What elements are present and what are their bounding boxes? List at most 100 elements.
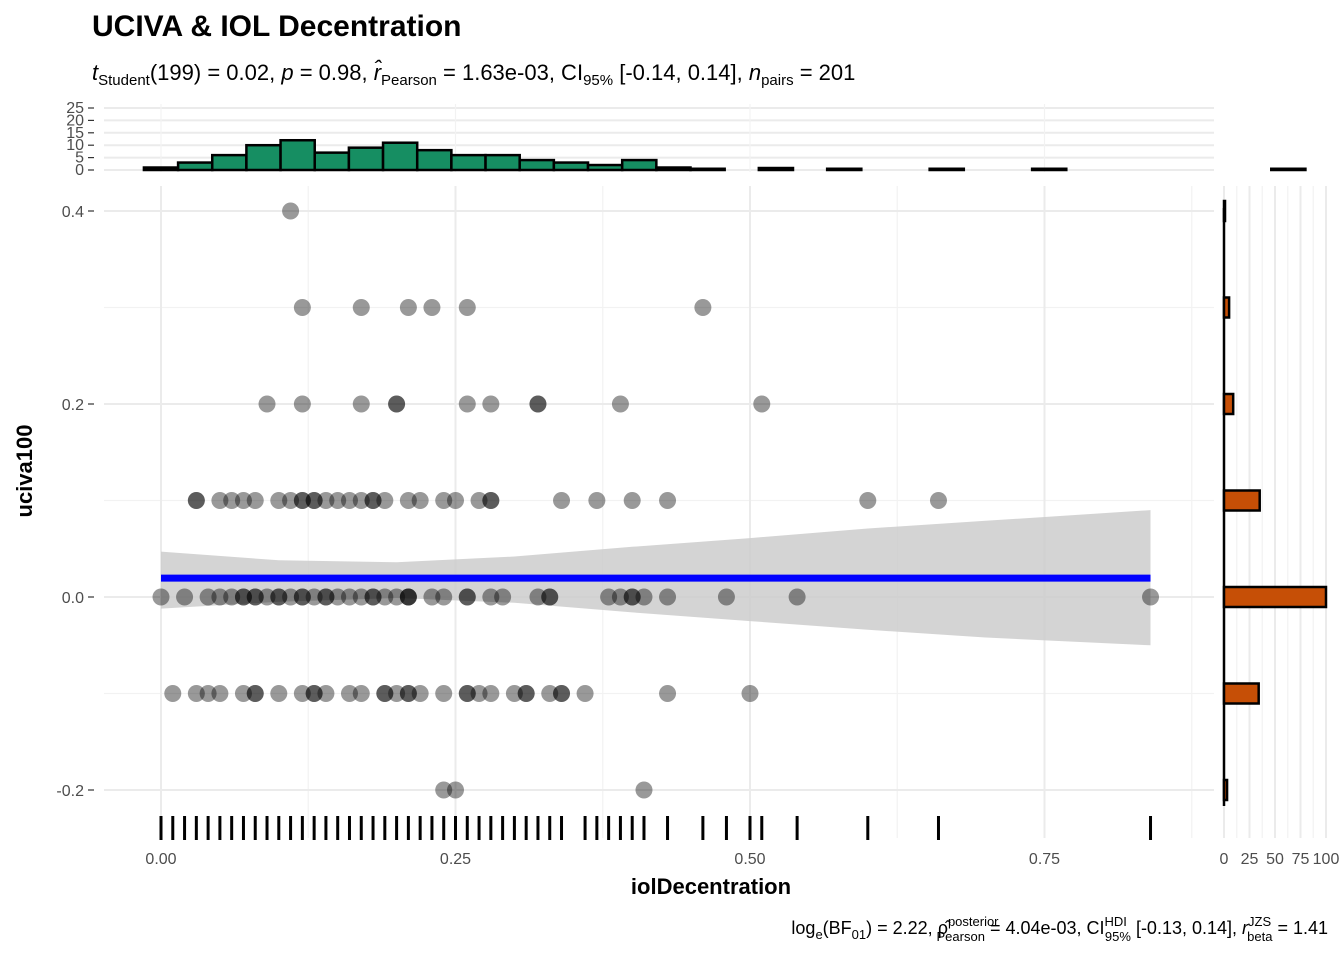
data-point (234, 685, 252, 702)
data-point (246, 588, 264, 606)
data-point (376, 588, 394, 606)
top-hist-bar (928, 167, 966, 172)
data-point (423, 588, 441, 606)
data-point (541, 588, 559, 606)
right-hist-bar (1222, 682, 1260, 705)
data-point (293, 685, 311, 702)
data-point (541, 588, 559, 606)
data-point (187, 685, 205, 702)
data-point (340, 492, 358, 509)
data-point (199, 588, 217, 606)
data-point (611, 395, 629, 413)
data-point (623, 588, 641, 606)
data-point (340, 588, 358, 606)
top-hist-bar (586, 163, 624, 172)
top-hist-tick-label: 20 (66, 112, 84, 129)
data-point (246, 492, 264, 509)
data-point (282, 492, 300, 509)
y-tick-label: 0.4 (62, 204, 84, 221)
data-point (352, 299, 370, 316)
top-hist-tick-label: 25 (66, 100, 84, 117)
x-tick-label: 0.25 (440, 851, 471, 868)
data-point (753, 395, 771, 413)
data-point (741, 685, 759, 702)
data-point (505, 685, 523, 702)
data-point (293, 492, 311, 509)
data-point (470, 685, 488, 702)
right-hist-bar (1222, 199, 1227, 223)
data-point (447, 492, 464, 509)
top-hist-bar (757, 166, 795, 172)
data-point (364, 492, 382, 509)
data-point (458, 588, 476, 606)
data-point (305, 685, 323, 702)
chart-title: UCIVA & IOL Decentration (92, 10, 462, 43)
data-point (340, 685, 358, 702)
data-point (411, 685, 429, 702)
data-point (541, 685, 559, 702)
data-point (399, 492, 417, 509)
x-tick-label: 0.00 (145, 851, 176, 868)
top-hist-bar (552, 161, 590, 172)
y-tick-label: 0.0 (62, 590, 84, 607)
top-hist-bar (825, 167, 863, 172)
data-point (234, 588, 252, 606)
data-point (305, 588, 323, 606)
data-point (635, 781, 653, 799)
data-point (352, 395, 370, 413)
top-hist-tick-label: 0 (75, 162, 84, 179)
y-tick-label: 0.2 (62, 397, 84, 414)
right-hist-tick-label: 25 (1241, 851, 1259, 868)
top-hist-bar (1270, 167, 1307, 172)
data-point (788, 588, 806, 606)
data-point (482, 588, 500, 606)
data-point (246, 685, 264, 702)
right-hist-bar (1222, 392, 1235, 416)
right-marginal-histogram: 0 25 50 75 100 (1220, 186, 1339, 868)
data-point (317, 588, 335, 606)
data-point (376, 685, 394, 702)
data-point (399, 685, 417, 702)
data-point (305, 685, 323, 702)
data-point (399, 299, 417, 316)
data-point (293, 492, 311, 509)
data-point (929, 492, 947, 509)
data-point (482, 492, 500, 509)
data-point (482, 685, 500, 702)
data-point (352, 492, 370, 509)
data-point (364, 588, 382, 606)
data-point (435, 588, 453, 606)
data-point (517, 685, 535, 702)
data-point (270, 492, 288, 509)
data-point (447, 781, 464, 799)
data-point (458, 685, 476, 702)
top-hist-tick-label: 15 (66, 125, 84, 142)
data-point (399, 588, 417, 606)
y-axis-label: uciva100 (12, 425, 37, 518)
data-point (388, 395, 406, 413)
data-point (376, 492, 394, 509)
right-hist-bar (1222, 489, 1261, 512)
data-point (553, 492, 571, 509)
data-point (576, 685, 594, 702)
top-hist-bar (142, 166, 180, 172)
data-point (458, 395, 476, 413)
data-point (364, 492, 382, 509)
top-hist-bar (381, 141, 419, 172)
data-point (293, 395, 311, 413)
top-hist-bar (689, 167, 726, 172)
data-point (329, 492, 347, 509)
data-point (352, 588, 370, 606)
data-point (859, 492, 877, 509)
top-hist-tick-label: 10 (66, 137, 84, 154)
data-point (399, 685, 417, 702)
data-point (152, 588, 170, 606)
data-point (293, 588, 311, 606)
data-point (458, 685, 476, 702)
top-hist-bar (347, 146, 385, 172)
data-point (588, 492, 606, 509)
top-hist-bar (279, 138, 316, 172)
data-point (293, 299, 311, 316)
